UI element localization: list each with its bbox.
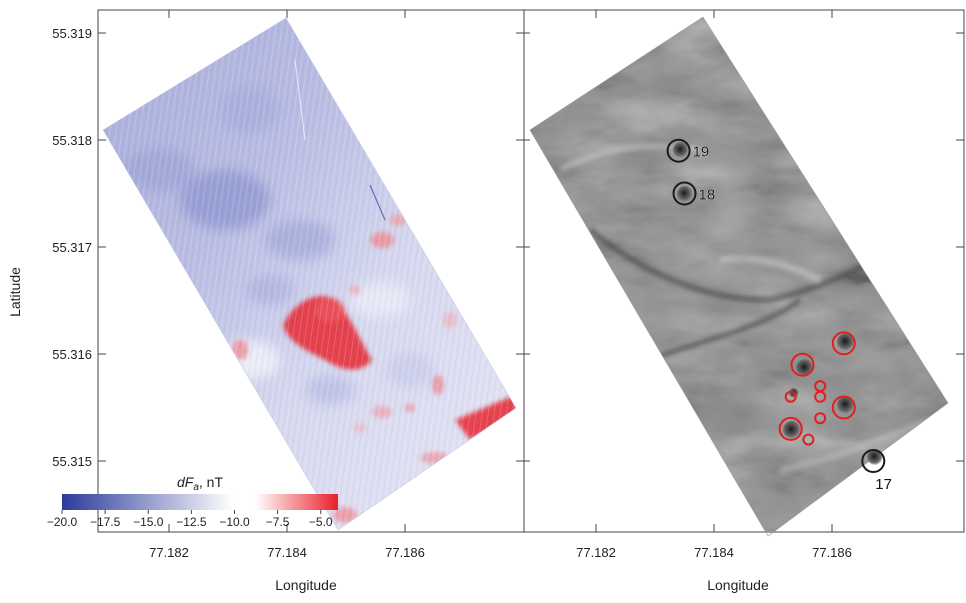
- site-marker-19: [666, 138, 691, 163]
- site-marker-17: [861, 449, 886, 473]
- top-ticks: [168, 10, 833, 18]
- x-tick-label: 77.186: [812, 545, 852, 560]
- anomaly-map: [103, 18, 516, 530]
- right-x-axis: 77.182 77.184 77.186: [576, 524, 852, 560]
- colorbar: dFa, nT −20.0 −17.5 −15.0 −12.5 −10.0 −7.5 −5.…: [47, 474, 338, 529]
- site-marker-18: [672, 181, 697, 206]
- y-tick-label: 55.316: [52, 347, 92, 362]
- relief-map: [530, 17, 948, 532]
- site-label: 19: [693, 144, 710, 161]
- colorbar-tick-label: −7.5: [266, 515, 290, 529]
- colorbar-tick-label: −17.5: [90, 515, 121, 529]
- right-panel-frame: [523, 9, 965, 533]
- x-tick-label: 77.182: [149, 545, 189, 560]
- colorbar-label-main: dF: [177, 474, 195, 490]
- y-tick-label: 55.317: [52, 240, 92, 255]
- colorbar-label-sub: a: [193, 482, 199, 493]
- relief-anomaly-dots: [673, 142, 883, 465]
- anomaly-marker: [814, 412, 827, 425]
- anomaly-markers: 19 18 17: [666, 138, 892, 493]
- right-y-ticks: [516, 32, 964, 462]
- x-tick-label: 77.184: [694, 545, 734, 560]
- y-tick-label: 55.315: [52, 454, 92, 469]
- anomaly-marker: [814, 390, 827, 403]
- colorbar-ramp: [62, 494, 338, 510]
- y-tick-label: 55.318: [52, 133, 92, 148]
- colorbar-ticks: −20.0 −17.5 −15.0 −12.5 −10.0 −7.5 −5.0: [47, 510, 333, 529]
- x-tick-label: 77.186: [385, 545, 425, 560]
- left-x-axis: 77.182 77.184 77.186: [149, 524, 425, 560]
- anomaly-marker: [790, 352, 815, 377]
- anomaly-marker: [802, 433, 815, 446]
- y-axis-label: Latitude: [7, 267, 23, 317]
- colorbar-tick-label: −15.0: [133, 515, 164, 529]
- colorbar-label-unit: , nT: [199, 474, 224, 490]
- colorbar-tick-label: −5.0: [309, 515, 333, 529]
- site-label: 18: [699, 187, 716, 204]
- anomaly-marker: [784, 390, 797, 403]
- x-tick-label: 77.182: [576, 545, 616, 560]
- right-x-axis-label: Longitude: [707, 577, 769, 593]
- colorbar-tick-label: −12.5: [176, 515, 207, 529]
- anomaly-marker: [831, 395, 856, 420]
- colorbar-label: dFa, nT: [177, 474, 223, 493]
- y-tick-label: 55.319: [52, 26, 92, 41]
- y-axis: 55.319 55.318 55.317 55.316 55.315: [52, 26, 106, 469]
- x-tick-label: 77.184: [267, 545, 307, 560]
- site-label: 17: [875, 476, 892, 493]
- left-x-axis-label: Longitude: [275, 577, 337, 593]
- anomaly-strip-outline: [102, 17, 517, 531]
- anomaly-marker: [778, 416, 803, 441]
- anomaly-marker: [831, 331, 856, 356]
- relief-strip-outline: [529, 16, 949, 537]
- colorbar-tick-label: −10.0: [219, 515, 250, 529]
- colorbar-tick-label: −20.0: [47, 515, 78, 529]
